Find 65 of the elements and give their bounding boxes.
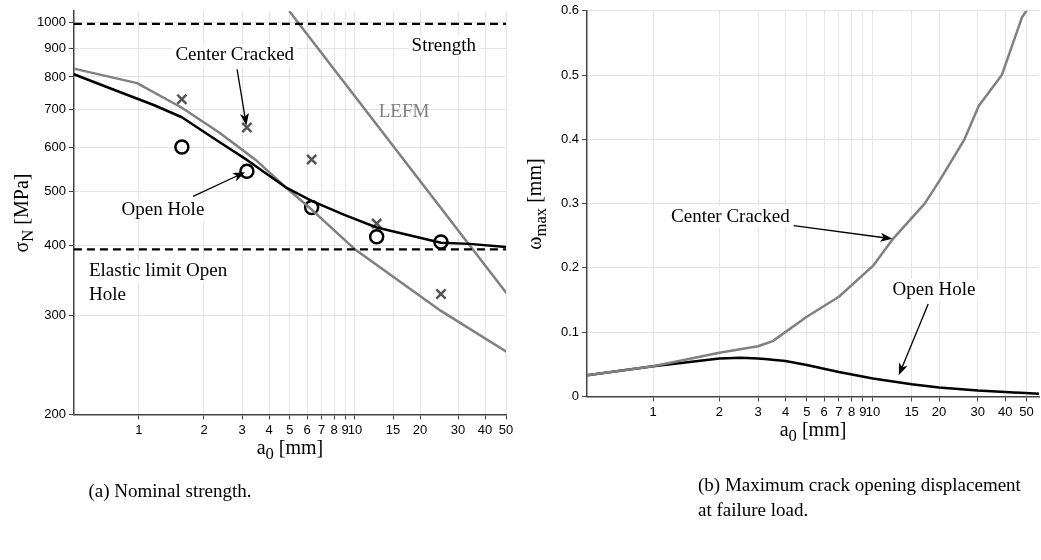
annotation: Open Hole — [892, 278, 976, 300]
x-tick-label: 4 — [781, 403, 790, 419]
ref-line-label: Strength — [411, 33, 477, 55]
y-tick-label: 400 — [44, 237, 66, 253]
point — [435, 288, 447, 300]
annotation: Open Hole — [121, 198, 205, 220]
text: (a) Nominal strength. — [87, 479, 253, 503]
x-tick-label: 40 — [477, 421, 493, 437]
y-tick-label: 300 — [44, 307, 66, 323]
text: (b) Maximum crack opening displacement at failure load. — [698, 473, 1022, 522]
x-tick-label: 5 — [286, 421, 294, 437]
point — [174, 139, 190, 155]
y-tick-label: 900 — [44, 39, 66, 55]
y-tick-label: 1000 — [37, 14, 66, 30]
x-tick-label: 1 — [135, 421, 143, 437]
point — [241, 121, 253, 134]
x-tick-label: 3 — [238, 421, 246, 437]
y-tick-label: 200 — [44, 405, 66, 421]
x-tick-label: 5 — [803, 403, 811, 419]
x-tick-label: 20 — [412, 421, 428, 437]
x-tick-label: 9 — [859, 403, 867, 419]
series-label: LEFM — [378, 99, 430, 121]
point — [239, 163, 255, 180]
x-tick-label: 8 — [330, 421, 338, 437]
x-tick-label: 6 — [820, 403, 828, 419]
point — [368, 228, 385, 245]
x-tick-label: 15 — [904, 403, 919, 419]
x-tick-label: 1 — [649, 403, 657, 419]
point — [305, 153, 318, 166]
x-tick-label: 2 — [200, 421, 208, 437]
x-tick-label: 10 — [347, 421, 363, 437]
x-tick-label: 3 — [754, 403, 762, 419]
x-tick-label: 30 — [450, 421, 466, 437]
x-tick-label: 2 — [715, 403, 723, 419]
y-tick-label: 600 — [44, 138, 66, 154]
annotation: Center Cracked — [671, 205, 791, 227]
y-tick-label: 0 — [571, 387, 580, 403]
x-tick-label: 20 — [931, 403, 947, 419]
x-tick-label: 15 — [385, 421, 401, 437]
point — [433, 234, 449, 250]
y-tick-label: 700 — [44, 101, 66, 117]
x-tick-label: 10 — [865, 403, 881, 419]
y-tick-label: 0.1 — [560, 323, 580, 339]
y-tick-label: 0.2 — [560, 259, 580, 275]
x-tick-label: 7 — [317, 421, 326, 437]
x-tick-label: 50 — [498, 421, 514, 437]
annotation: Center Cracked — [175, 43, 295, 65]
x-tick-label: 8 — [848, 403, 856, 419]
y-tick-label: 0.6 — [560, 2, 580, 18]
point — [176, 93, 188, 106]
x-tick-label: 9 — [341, 421, 349, 437]
y-tick-label: 0.4 — [560, 130, 580, 146]
x-tick-label: 4 — [265, 421, 273, 437]
x-tick-label: 6 — [303, 421, 311, 437]
x-tick-label: 30 — [970, 403, 985, 419]
x-tick-label: 40 — [997, 403, 1013, 419]
x-axis-title: a$_{0}$ [mm] — [779, 418, 847, 447]
ref-line-label: Elastic limit Open Hole — [88, 259, 228, 305]
x-tick-label: 50 — [1019, 403, 1034, 419]
x-axis-title: a$_{0}$ [mm] — [256, 436, 324, 465]
y-tick-label: 800 — [44, 68, 66, 84]
y-tick-label: 0.3 — [560, 195, 580, 211]
y-tick-label: 0.5 — [560, 66, 580, 82]
x-tick-label: 7 — [835, 403, 843, 419]
y-tick-label: 500 — [44, 182, 66, 198]
